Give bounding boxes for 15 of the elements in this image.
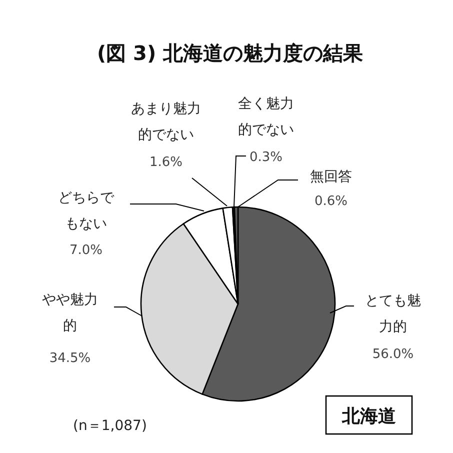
chart-title: (図 3) 北海道の魅力度の結果 — [96, 41, 364, 65]
text: (n＝1,087) — [73, 418, 147, 434]
slice-label: どちらでもない — [58, 190, 115, 232]
data-label: 34.5% — [49, 351, 91, 366]
text: 北海道 — [341, 406, 396, 427]
slice-label: 無回答 — [310, 169, 352, 185]
data-label: 0.6% — [314, 194, 348, 209]
data-label: 7.0% — [69, 243, 103, 258]
slice-label: あまり魅力的でない — [131, 101, 201, 143]
slice-label: やや魅力的 — [42, 292, 98, 334]
slice-label: 全く魅力的でない — [238, 96, 294, 138]
data-label: 0.3% — [249, 150, 283, 165]
data-label: 56.0% — [372, 347, 414, 362]
data-label: 1.6% — [149, 155, 183, 170]
slice-label: とても魅力的 — [365, 293, 421, 335]
